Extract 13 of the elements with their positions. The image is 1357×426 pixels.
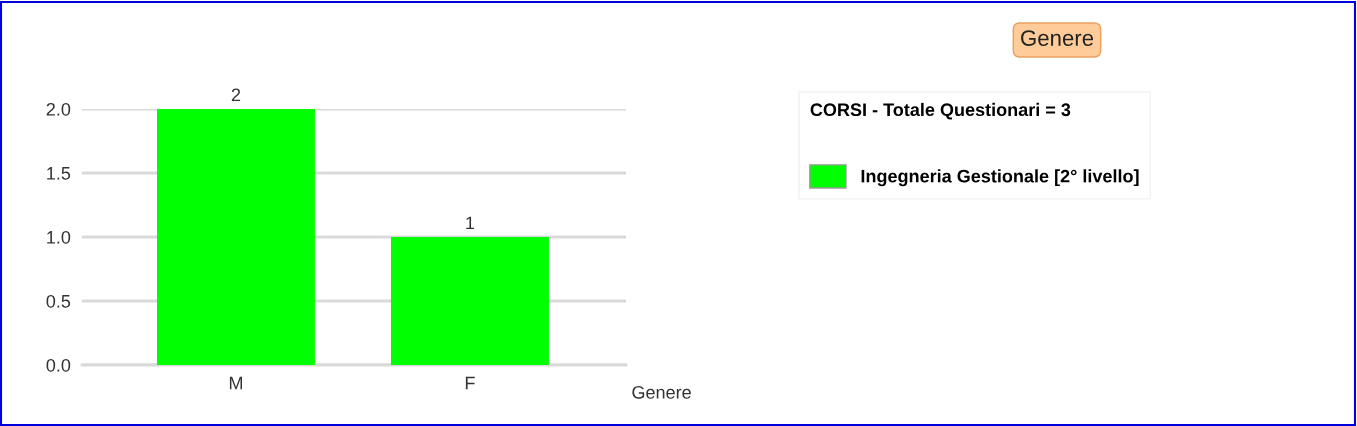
- data-label: 1: [466, 216, 475, 230]
- y-tick-label: 0.0: [46, 358, 71, 372]
- x-axis-title: Genere: [632, 385, 691, 399]
- data-label: 2: [231, 88, 241, 102]
- text: Genere: [1021, 30, 1094, 46]
- y-tick-label: 1.0: [47, 230, 71, 244]
- x-tick-label: F: [465, 376, 475, 390]
- y-tick-label: 1.5: [47, 167, 71, 180]
- legend-label: Ingegneria Gestionale [2° livello]: [861, 169, 1139, 187]
- y-tick-label: 0.5: [46, 294, 71, 308]
- y-tick-label: 2.0: [46, 102, 71, 116]
- x-tick-label: M: [229, 376, 242, 390]
- legend-title: CORSI - Totale Questionari = 3: [810, 102, 1071, 120]
